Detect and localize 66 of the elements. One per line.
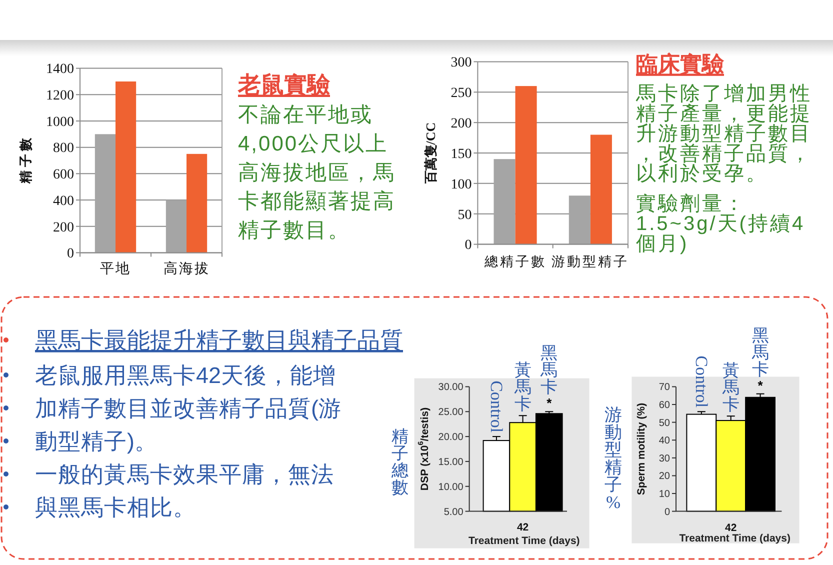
- y-tick-label: 0: [664, 506, 670, 518]
- text: 老鼠服用黑馬卡42天後，能增加精子數目並改善精子品質(游動型精子)。: [35, 363, 342, 454]
- x-axis-title: Treatment Time (days): [679, 532, 790, 544]
- text: Control: [486, 380, 506, 433]
- y-tick-label: 600: [53, 168, 74, 183]
- x-axis-title: Treatment Time (days): [468, 535, 580, 547]
- y-tick-label: 70: [658, 382, 670, 394]
- y-tick-label: 25.00: [438, 407, 464, 418]
- y-tick-label: 30: [658, 453, 670, 464]
- y-tick-label: 10: [658, 489, 670, 500]
- y-tick-label: 50: [658, 418, 670, 429]
- x-tick-label: 游動型精子: [552, 254, 630, 269]
- y-tick-label: 15.00: [438, 456, 464, 468]
- y-tick-label: 5.00: [444, 506, 464, 518]
- bar: [590, 134, 612, 244]
- bar: [186, 154, 208, 253]
- y-tick-label: 0: [67, 246, 74, 262]
- y-tick-label: 300: [450, 56, 472, 71]
- text: 黑馬卡最能提升精子數目與精子品質: [35, 327, 403, 353]
- y-tick-label: 100: [450, 177, 472, 192]
- series-label: 黃馬卡: [513, 360, 532, 414]
- text: 一般的黃馬卡效果平庸，無法與黑馬卡相比。: [35, 462, 334, 520]
- annotation: *: [758, 378, 764, 393]
- bar: [166, 200, 186, 253]
- y-tick-label: 10.00: [438, 482, 464, 493]
- text: 精子總數: [390, 426, 408, 497]
- annotation: *: [546, 396, 553, 411]
- y-tick-label: 30.00: [438, 382, 464, 394]
- y-tick-label: 50: [458, 208, 472, 223]
- y-tick-label: 1000: [46, 114, 74, 130]
- y-tick-label: 40: [658, 436, 670, 447]
- y-tick-label: 800: [53, 141, 74, 156]
- y-tick-label: 1400: [46, 62, 74, 78]
- y-tick-label: 20: [658, 471, 670, 482]
- bar: [568, 196, 590, 244]
- y-tick-label: 20.00: [438, 432, 464, 444]
- text: 不論在平地或4,000公尺以上高海拔地區，馬卡都能顯著提高精子數目。: [238, 104, 396, 242]
- y-axis-title: 精 子 數: [18, 136, 32, 184]
- y-axis-title: 百萬隻/CC: [422, 122, 438, 185]
- x-tick-label: 42: [516, 522, 529, 534]
- y-axis-title: Sperm motility (%): [636, 402, 648, 496]
- y-tick-label: 0: [464, 238, 472, 254]
- y-tick-label: 200: [450, 116, 472, 132]
- text: 臨床實驗: [636, 52, 725, 77]
- bar: [494, 159, 516, 244]
- text: 游動型精子%: [604, 404, 622, 512]
- text: 實驗劑量：1.5~3g/天(持續4個月): [636, 193, 806, 255]
- bar: [515, 86, 537, 244]
- text: 馬卡除了增加男性精子產量，更能提升游動型精子數目，改善精子品質，以利於受孕。: [635, 83, 812, 185]
- y-tick-label: 200: [53, 220, 74, 236]
- series-label: 黑馬卡: [750, 326, 769, 379]
- series-label: 黑馬卡: [540, 344, 558, 397]
- series-label: 黃馬卡: [721, 361, 740, 414]
- text: 老鼠實驗: [237, 72, 331, 98]
- y-tick-label: 150: [450, 146, 472, 162]
- bar: [94, 134, 116, 253]
- y-tick-label: 400: [53, 194, 74, 209]
- y-tick-label: 60: [658, 400, 670, 411]
- y-tick-label: 250: [450, 86, 472, 102]
- x-tick-label: 高海拔: [163, 261, 210, 277]
- x-tick-label: 平地: [100, 261, 131, 277]
- text: Control: [692, 356, 711, 408]
- x-tick-label: 總精子數: [483, 254, 546, 269]
- x-tick-label: 42: [725, 522, 737, 534]
- y-tick-label: 1200: [46, 88, 74, 104]
- bar: [116, 81, 136, 253]
